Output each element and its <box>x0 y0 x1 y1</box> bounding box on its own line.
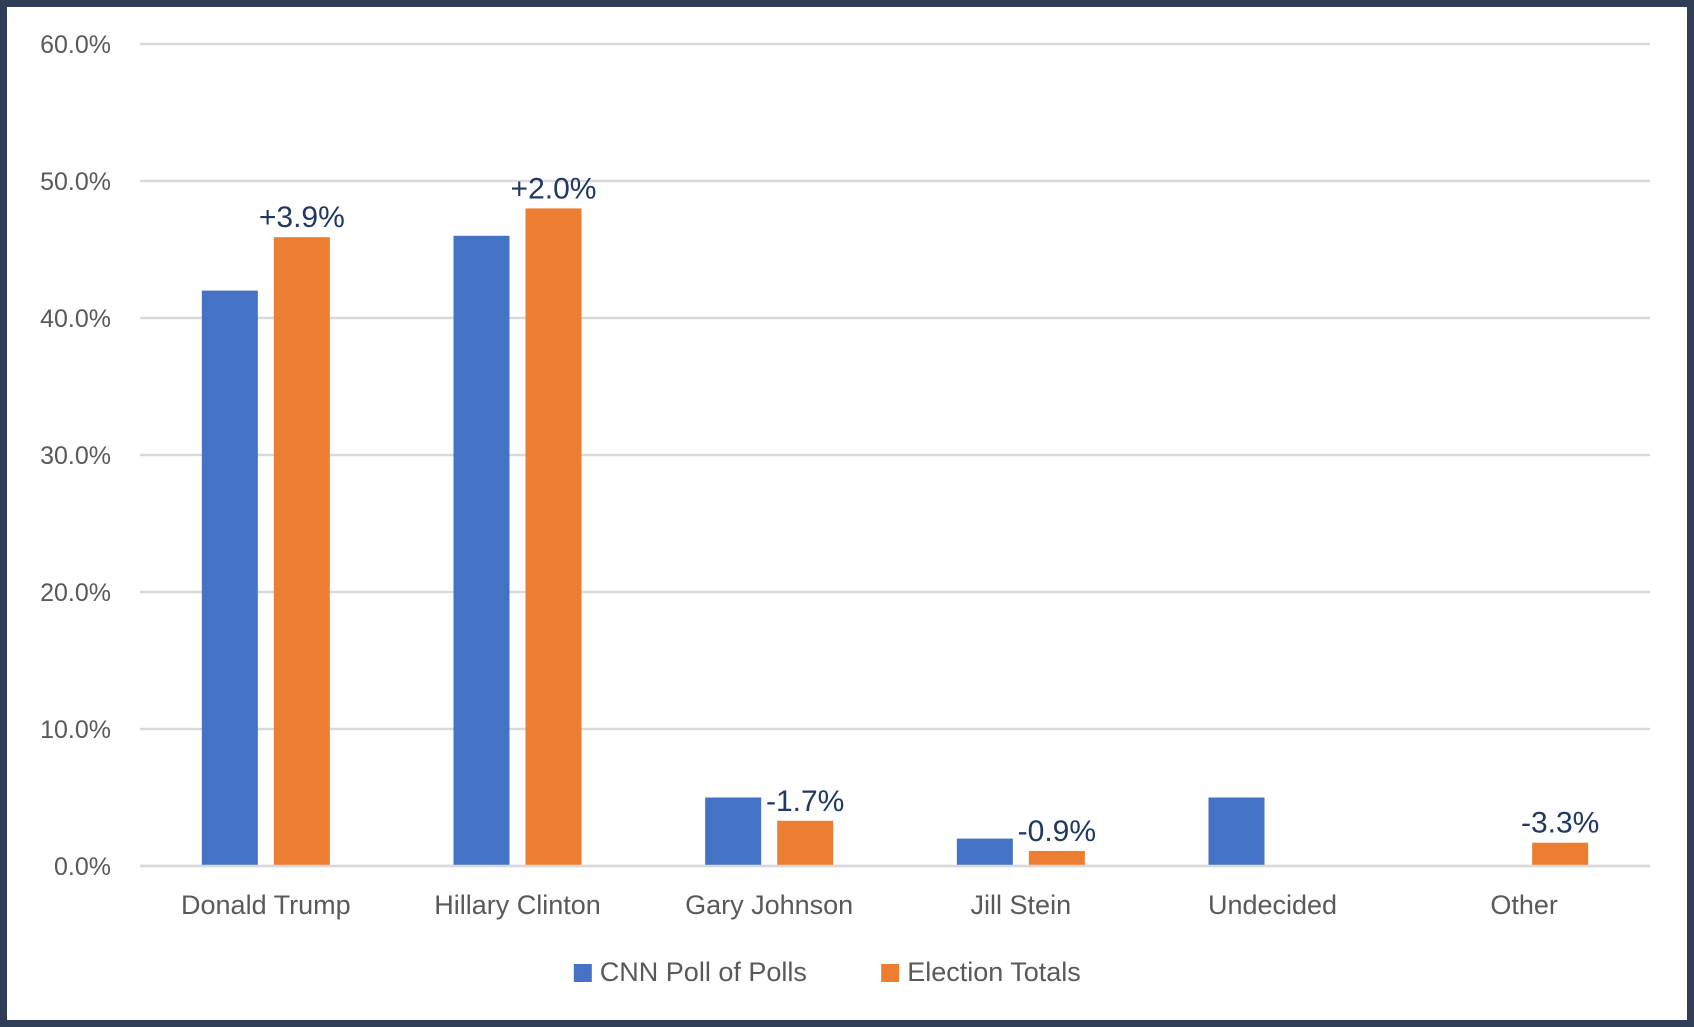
bar-cnn-poll-of-polls-gary-johnson <box>705 797 762 866</box>
y-tick-label: 40.0% <box>40 305 111 333</box>
y-tick-label: 0.0% <box>54 853 111 881</box>
y-tick-label: 60.0% <box>40 31 111 59</box>
bar-election-totals-other <box>1532 842 1589 866</box>
x-category-label: Hillary Clinton <box>434 890 601 920</box>
legend-swatch-election-totals <box>881 964 900 982</box>
data-label: -1.7% <box>766 785 844 818</box>
x-category-label: Jill Stein <box>971 890 1072 920</box>
bar-election-totals-jill-stein <box>1028 850 1085 866</box>
bar-election-totals-donald-trump <box>273 237 330 867</box>
data-label: -3.3% <box>1521 807 1599 840</box>
bar-election-totals-hillary-clinton <box>525 208 582 866</box>
bar-cnn-poll-of-polls-jill-stein <box>956 838 1013 866</box>
bar-election-totals-gary-johnson <box>777 820 834 866</box>
data-label: +2.0% <box>511 172 597 205</box>
bar-cnn-poll-of-polls-hillary-clinton <box>453 235 510 867</box>
y-tick-label: 10.0% <box>40 716 111 744</box>
x-category-label: Gary Johnson <box>685 890 853 920</box>
x-category-label: Donald Trump <box>181 890 351 920</box>
legend-label: Election Totals <box>907 957 1081 987</box>
data-label: -0.9% <box>1018 815 1096 848</box>
bar-cnn-poll-of-polls-donald-trump <box>201 290 258 867</box>
legend-label: CNN Poll of Polls <box>600 957 807 987</box>
x-category-label: Other <box>1490 890 1558 920</box>
data-label: +3.9% <box>259 201 345 234</box>
y-tick-label: 20.0% <box>40 579 111 607</box>
x-category-label: Undecided <box>1208 890 1337 920</box>
y-tick-label: 30.0% <box>40 442 111 470</box>
bar-cnn-poll-of-polls-undecided <box>1208 797 1265 866</box>
legend-swatch-cnn-poll-of-polls <box>573 964 592 982</box>
y-tick-label: 50.0% <box>40 168 111 196</box>
